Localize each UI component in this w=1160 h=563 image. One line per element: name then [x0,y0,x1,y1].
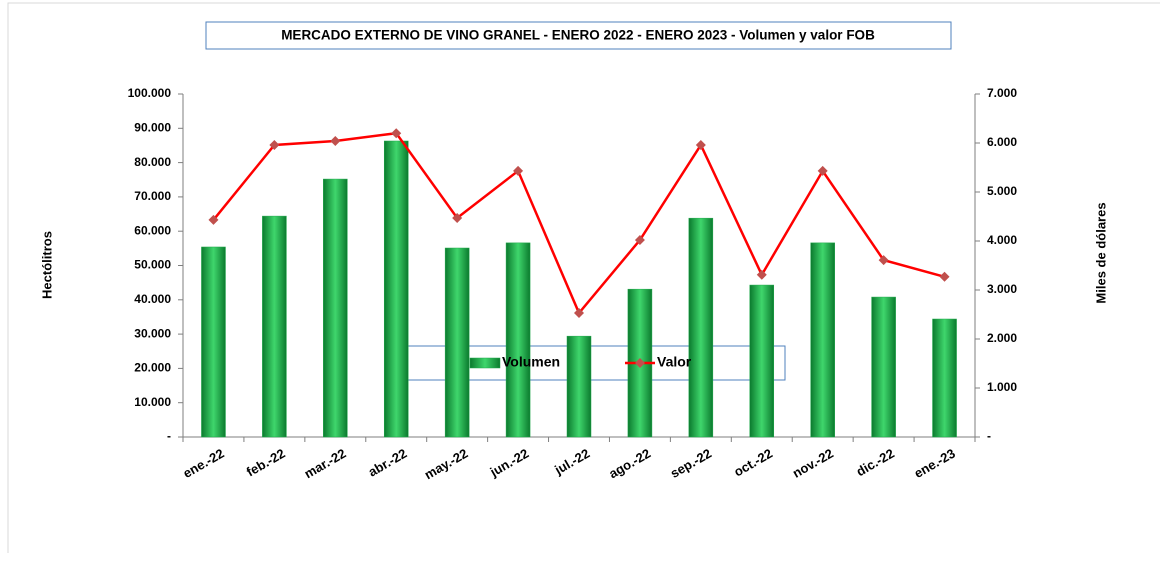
y2-tick-label: 5.000 [987,184,1017,198]
x-tick-label: ene.-23 [911,446,957,481]
y-tick-label: 30.000 [134,326,171,340]
bar [749,284,775,438]
bar [871,296,896,438]
bar [566,335,592,438]
y2-tick-label: 3.000 [987,282,1017,296]
x-tick-label: mar.-22 [302,446,349,482]
legend-marker [635,358,645,368]
line-marker [452,212,463,223]
line-marker [330,136,341,147]
x-tick-label: sep.-22 [668,446,714,481]
line-marker [574,308,584,319]
y-tick-label: 90.000 [134,120,171,134]
x-tick-label: may.-22 [422,446,471,483]
bar [201,246,226,438]
x-tick-label: feb.-22 [244,446,288,480]
y2-tick-label: 4.000 [987,233,1017,247]
bar [810,242,835,438]
y-tick-label: 100.000 [128,86,172,100]
line-marker [939,271,950,282]
y-axis-title: Hectólitros [39,231,54,299]
x-tick-label: ago.-22 [606,446,653,482]
y-tick-label: - [167,429,171,443]
y2-tick-label: 6.000 [987,135,1017,149]
y2-tick-label: 7.000 [987,86,1017,100]
title-box [205,21,952,50]
legend-label: Volumen [502,354,560,370]
bar [505,242,531,438]
x-tick-label: nov.-22 [790,446,836,481]
bar [262,215,287,438]
bar [932,318,957,438]
x-tick-label: jul.-22 [551,446,592,478]
line-marker [695,139,706,150]
x-tick-label: oct.-22 [731,446,775,480]
line-marker [634,235,645,246]
y-tick-label: 40.000 [134,292,171,306]
line-marker [756,269,767,280]
y2-tick-label: - [987,429,991,443]
line-marker [878,255,889,266]
line-marker [391,128,402,139]
x-tick-label: dic.-22 [854,446,897,480]
y-tick-label: 50.000 [134,258,171,272]
line-marker [817,165,828,176]
y-tick-label: 60.000 [134,223,171,237]
legend-swatch [469,357,501,369]
chart-title: MERCADO EXTERNO DE VINO GRANEL - ENERO 2… [281,28,875,43]
y-tick-label: 80.000 [134,155,171,169]
bar [688,217,714,438]
y-tick-label: 70.000 [134,189,171,203]
x-tick-label: jun.-22 [487,446,532,480]
line-marker [269,139,280,150]
bar [323,178,348,438]
x-tick-label: abr.-22 [366,446,410,480]
chart-frame [7,2,1160,553]
x-tick-label: ene.-22 [180,446,226,481]
line-marker [208,214,219,225]
legend-label: Valor [657,354,692,370]
y-tick-label: 20.000 [134,361,171,375]
bar [444,247,470,438]
bar [383,140,409,438]
y2-tick-label: 2.000 [987,331,1017,345]
line-marker [513,165,524,176]
y-tick-label: 10.000 [134,395,171,409]
y2-axis-title: Miles de dólares [1093,202,1108,303]
y2-tick-label: 1.000 [987,380,1017,394]
